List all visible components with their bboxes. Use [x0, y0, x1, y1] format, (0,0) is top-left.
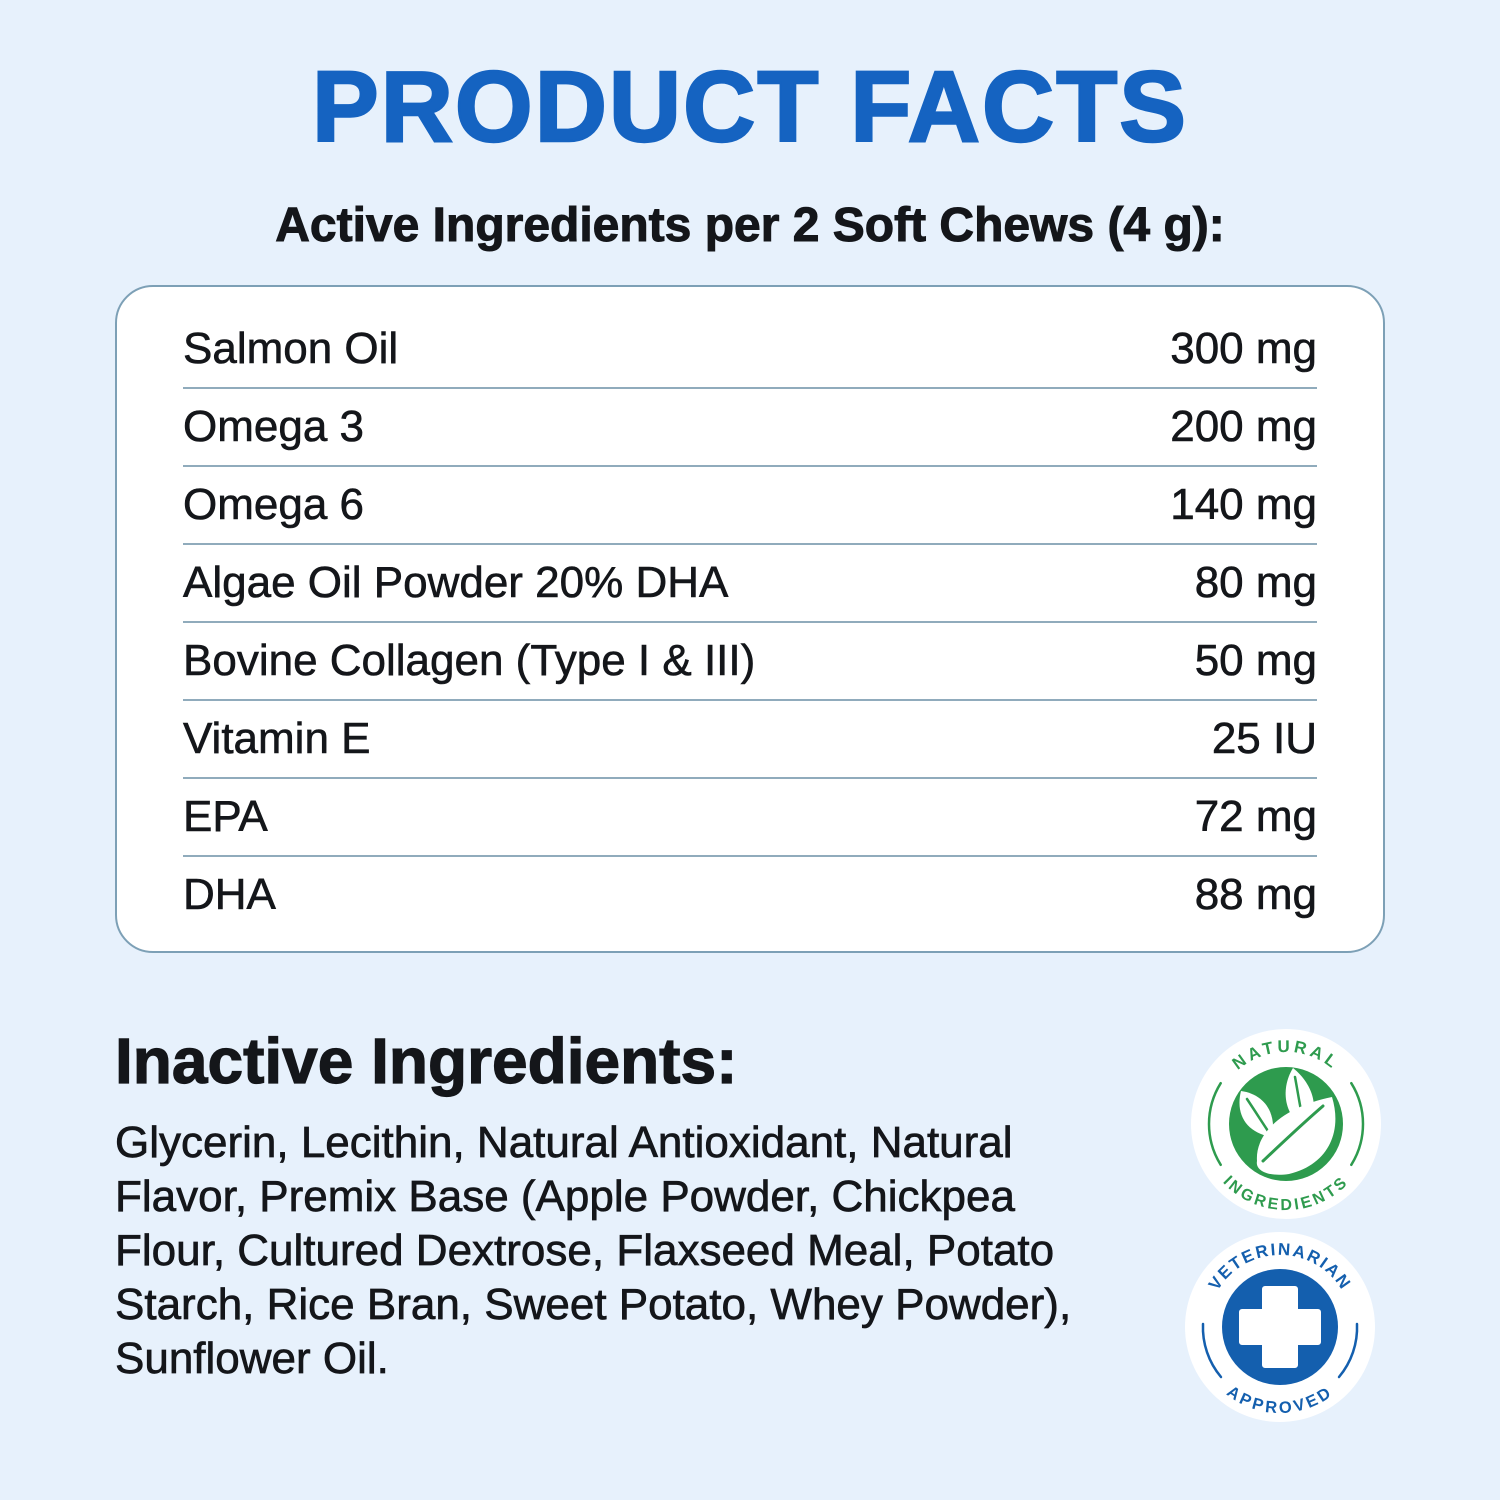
page-title: PRODUCT FACTS	[311, 50, 1188, 164]
natural-ingredients-badge-graphic: NATURAL INGREDIENTS	[1191, 1029, 1381, 1219]
ingredient-amount: 88 mg	[1194, 870, 1317, 920]
ingredient-name: DHA	[183, 870, 277, 920]
ingredient-name: Vitamin E	[183, 714, 371, 764]
ingredient-amount: 140 mg	[1170, 480, 1317, 530]
natural-ingredients-badge: NATURAL INGREDIENTS	[1191, 1029, 1381, 1219]
ingredient-name: Omega 3	[183, 402, 365, 452]
ingredient-amount: 80 mg	[1194, 558, 1317, 608]
ingredient-name: Omega 6	[183, 480, 365, 530]
leaves-icon	[1229, 1067, 1343, 1181]
badge-right-arc	[1337, 1322, 1359, 1379]
badge-left-arc	[1201, 1322, 1223, 1379]
ingredient-name: EPA	[183, 792, 268, 842]
ingredient-amount: 72 mg	[1194, 792, 1317, 842]
ingredient-row: Algae Oil Powder 20% DHA 80 mg	[183, 545, 1317, 623]
ingredient-name: Algae Oil Powder 20% DHA	[183, 558, 729, 608]
ingredient-amount: 25 IU	[1211, 714, 1318, 764]
badge-right-arc	[1350, 1081, 1365, 1167]
ingredient-row: Salmon Oil 300 mg	[183, 311, 1317, 389]
ingredient-row: Vitamin E 25 IU	[183, 701, 1317, 779]
ingredient-row: Omega 3 200 mg	[183, 389, 1317, 467]
medical-cross-icon	[1222, 1269, 1338, 1385]
ingredient-amount: 300 mg	[1170, 324, 1317, 374]
active-ingredients-card: Salmon Oil 300 mg Omega 3 200 mg Omega 6…	[115, 285, 1385, 953]
active-ingredients-table: Salmon Oil 300 mg Omega 3 200 mg Omega 6…	[183, 311, 1318, 933]
veterinarian-approved-badge: VETERINARIAN APPROVED	[1185, 1232, 1375, 1422]
ingredient-name: Bovine Collagen (Type I & III)	[183, 636, 756, 686]
badge-left-arc	[1207, 1081, 1222, 1167]
veterinarian-approved-badge-graphic: VETERINARIAN APPROVED	[1185, 1232, 1375, 1422]
inactive-ingredients-heading: Inactive Ingredients:	[114, 1025, 738, 1097]
ingredient-row: Bovine Collagen (Type I & III) 50 mg	[183, 623, 1317, 701]
ingredient-row: DHA 88 mg	[183, 857, 1318, 933]
ingredient-row: EPA 72 mg	[183, 779, 1317, 857]
active-ingredients-subtitle: Active Ingredients per 2 Soft Chews (4 g…	[275, 199, 1226, 253]
ingredient-amount: 50 mg	[1194, 636, 1317, 686]
inactive-ingredients-text: Glycerin, Lecithin, Natural Antioxidant,…	[115, 1118, 1072, 1384]
ingredient-name: Salmon Oil	[183, 324, 399, 374]
ingredient-amount: 200 mg	[1170, 402, 1317, 452]
ingredient-row: Omega 6 140 mg	[183, 467, 1317, 545]
